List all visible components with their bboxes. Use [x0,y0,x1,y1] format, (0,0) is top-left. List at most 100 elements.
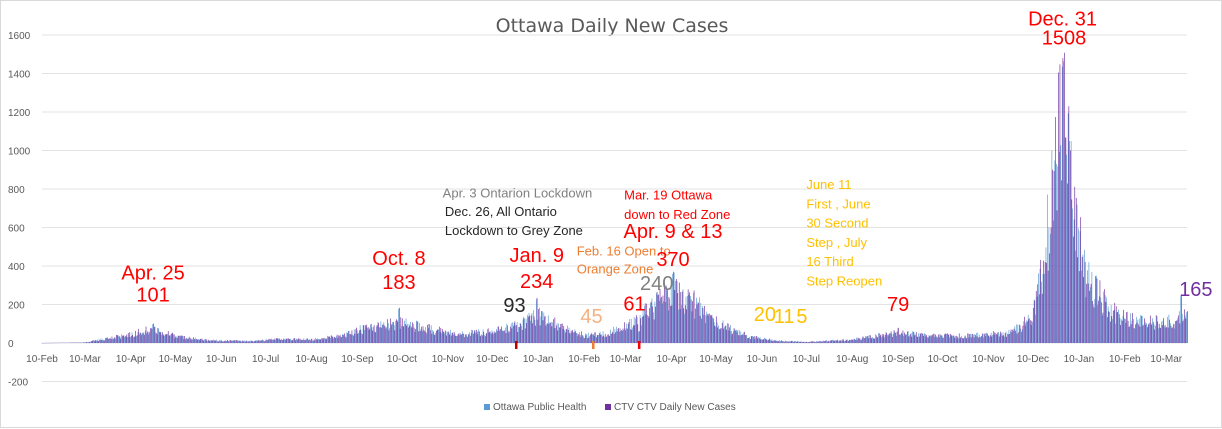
bar-ottawa-public-health [957,338,958,343]
y-tick-label: 1600 [8,31,31,42]
bar-ottawa-public-health [441,333,442,343]
bar-ottawa-public-health [136,336,137,343]
bar-ottawa-public-health [367,328,368,343]
bar-ottawa-public-health [1065,137,1066,343]
bar-ottawa-public-health [855,339,856,343]
bar-ctv-daily-new-cases [466,334,467,343]
bar-ottawa-public-health [487,329,488,343]
bar-ctv-daily-new-cases [1012,330,1013,343]
bar-ctv-daily-new-cases [341,337,342,343]
bar-ottawa-public-health [192,340,193,343]
bar-ottawa-public-health [1047,195,1048,343]
bar-ctv-daily-new-cases [869,338,870,343]
bar-ottawa-public-health [589,336,590,343]
bar-ctv-daily-new-cases [360,330,361,343]
bar-ottawa-public-health [545,316,546,343]
bar-ottawa-public-health [585,333,586,343]
bar-ottawa-public-health [426,334,427,343]
bar-ottawa-public-health [1071,141,1072,343]
bar-ctv-daily-new-cases [546,326,547,343]
bar-ottawa-public-health [327,336,328,343]
bar-ctv-daily-new-cases [679,283,680,343]
bar-ctv-daily-new-cases [562,324,563,343]
bar-ctv-daily-new-cases [1146,325,1147,343]
bar-ottawa-public-health [1084,250,1085,343]
bar-ottawa-public-health [989,337,990,343]
bar-ottawa-public-health [958,338,959,343]
bar-ottawa-public-health [212,340,213,343]
bar-ottawa-public-health [320,340,321,343]
bar-ottawa-public-health [1158,328,1159,343]
bar-ctv-daily-new-cases [89,342,90,343]
bar-ottawa-public-health [228,341,229,343]
bar-ctv-daily-new-cases [1168,328,1169,343]
bar-ctv-daily-new-cases [680,292,681,343]
bar-ctv-daily-new-cases [532,323,533,343]
bar-ottawa-public-health [1038,273,1039,343]
bar-ctv-daily-new-cases [178,336,179,343]
bar-ottawa-public-health [418,321,419,343]
bar-ctv-daily-new-cases [1017,334,1018,343]
bar-ctv-daily-new-cases [1177,320,1178,343]
bar-ctv-daily-new-cases [488,328,489,343]
bar-ottawa-public-health [641,325,642,343]
bar-ctv-daily-new-cases [926,335,927,343]
bar-ctv-daily-new-cases [1122,321,1123,343]
bar-ctv-daily-new-cases [248,341,249,343]
legend[interactable]: Ottawa Public Health CTV CTV Daily New C… [484,402,736,413]
bar-ottawa-public-health [631,319,632,343]
bar-ctv-daily-new-cases [482,335,483,343]
bar-ctv-daily-new-cases [323,338,324,343]
bar-ctv-daily-new-cases [88,342,89,343]
bar-ctv-daily-new-cases [1006,337,1007,343]
bar-ottawa-public-health [828,342,829,343]
bar-ctv-daily-new-cases [1120,325,1121,343]
bar-ottawa-public-health [503,331,504,343]
bar-ctv-daily-new-cases [235,340,236,343]
bar-ottawa-public-health [976,333,977,343]
bar-ctv-daily-new-cases [636,315,637,343]
bar-ctv-daily-new-cases [316,339,317,343]
bar-ottawa-public-health [607,335,608,343]
bar-ctv-daily-new-cases [97,341,98,343]
bar-ctv-daily-new-cases [138,329,139,343]
bar-ctv-daily-new-cases [900,335,901,343]
bar-ctv-daily-new-cases [335,338,336,343]
bar-ottawa-public-health [358,333,359,343]
bar-ottawa-public-health [309,339,310,343]
bar-ottawa-public-health [569,328,570,343]
bar-ctv-daily-new-cases [1114,303,1115,343]
bar-ottawa-public-health [1136,317,1137,343]
bar-ottawa-public-health [583,338,584,343]
bar-ctv-daily-new-cases [199,340,200,343]
bar-ctv-daily-new-cases [507,325,508,343]
bar-ctv-daily-new-cases [943,338,944,343]
bar-ctv-daily-new-cases [728,324,729,343]
bar-ottawa-public-health [515,326,516,343]
bar-ottawa-public-health [142,333,143,343]
x-tick-label: 10-Jan [1064,354,1095,365]
bar-ctv-daily-new-cases [969,334,970,343]
bar-ottawa-public-health [312,341,313,343]
bar-ottawa-public-health [175,338,176,343]
bar-ottawa-public-health [117,335,118,343]
bar-ottawa-public-health [695,319,696,343]
bar-ottawa-public-health [363,325,364,343]
bar-ottawa-public-health [823,340,824,343]
bar-ctv-daily-new-cases [1015,331,1016,343]
bar-ottawa-public-health [966,338,967,343]
bar-ottawa-public-health [681,305,682,343]
bar-ottawa-public-health [444,333,445,343]
bar-ctv-daily-new-cases [523,317,524,343]
bar-ctv-daily-new-cases [433,332,434,343]
bar-ctv-daily-new-cases [814,341,815,343]
bar-ctv-daily-new-cases [137,335,138,343]
bar-ctv-daily-new-cases [898,328,899,343]
bar-ctv-daily-new-cases [1178,315,1179,343]
bar-ottawa-public-health [425,327,426,343]
bar-ottawa-public-health [945,334,946,343]
bar-ottawa-public-health [132,332,133,343]
bar-ctv-daily-new-cases [894,330,895,343]
bar-ctv-daily-new-cases [411,326,412,343]
bar-ottawa-public-health [992,335,993,343]
